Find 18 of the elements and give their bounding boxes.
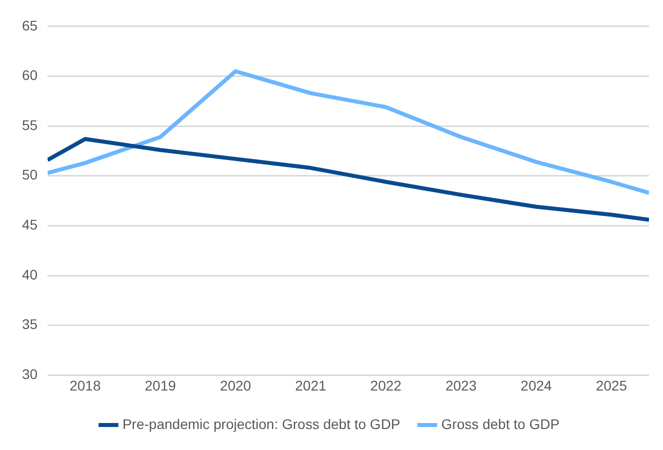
y-tick-label: 65: [22, 17, 38, 34]
x-tick-label: 2023: [445, 377, 477, 394]
x-tick-label: 2021: [295, 377, 326, 394]
y-tick-label: 35: [22, 316, 38, 332]
x-tick-label: 2019: [144, 377, 176, 394]
y-tick-label: 50: [22, 166, 38, 183]
y-tick-label: 60: [22, 67, 38, 84]
x-tick-label: 2024: [520, 377, 552, 394]
y-tick-label: 45: [22, 216, 38, 233]
y-tick-label: 40: [22, 266, 38, 282]
y-tick-label: 55: [22, 116, 38, 133]
x-tick-label: 2025: [596, 377, 628, 394]
y-tick-label: 30: [22, 366, 38, 382]
legend-label: Pre-pandemic projection: Gross debt to GDP: [122, 416, 400, 432]
x-tick-label: 2022: [370, 377, 402, 394]
legend-label: Gross debt to GDP: [441, 416, 560, 432]
x-tick-label: 2020: [220, 377, 252, 394]
x-tick-label: 2018: [70, 377, 101, 394]
